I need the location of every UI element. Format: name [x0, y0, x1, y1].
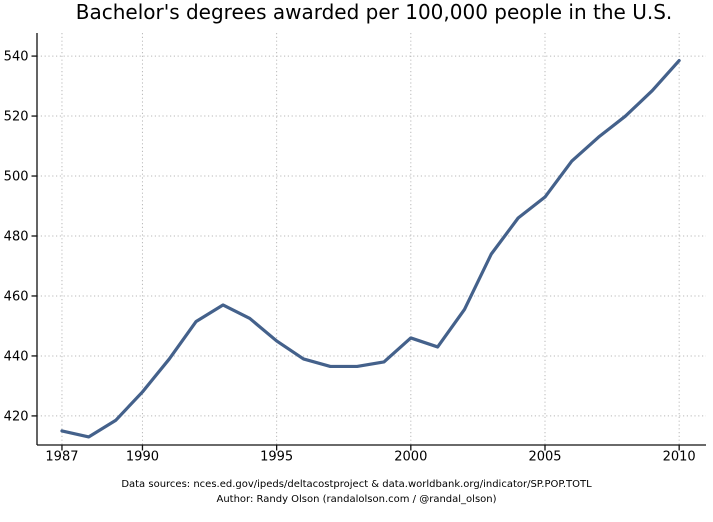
chart-title: Bachelor's degrees awarded per 100,000 p…	[75, 0, 673, 24]
y-tick-label: 540	[4, 50, 29, 65]
line-chart: 420 440 460 480 500 520 540 1987 1990 1995 2000 200…	[4, 33, 706, 465]
y-tick-label: 520	[4, 110, 29, 125]
x-tick-label: 2000	[394, 450, 427, 465]
y-tick-label: 480	[4, 230, 29, 245]
x-tick-label: 2010	[663, 450, 696, 465]
x-tick-label: 1995	[260, 450, 293, 465]
footer-author: Author: Randy Olson (randalolson.com / @…	[216, 494, 497, 505]
chart-footer: Data sources: nces.ed.gov/ipeds/deltacos…	[0, 477, 713, 507]
y-tick-label: 500	[4, 170, 29, 185]
footer-data-sources: Data sources: nces.ed.gov/ipeds/deltacos…	[121, 479, 592, 490]
data-series-line	[60, 58, 681, 439]
y-tick-label: 440	[4, 349, 29, 364]
x-tick-label: 2005	[528, 450, 561, 465]
y-tick-label: 460	[4, 289, 29, 304]
y-tick-label: 420	[4, 409, 29, 424]
x-tick-label: 1987	[45, 450, 78, 465]
x-tick-label: 1990	[126, 450, 159, 465]
